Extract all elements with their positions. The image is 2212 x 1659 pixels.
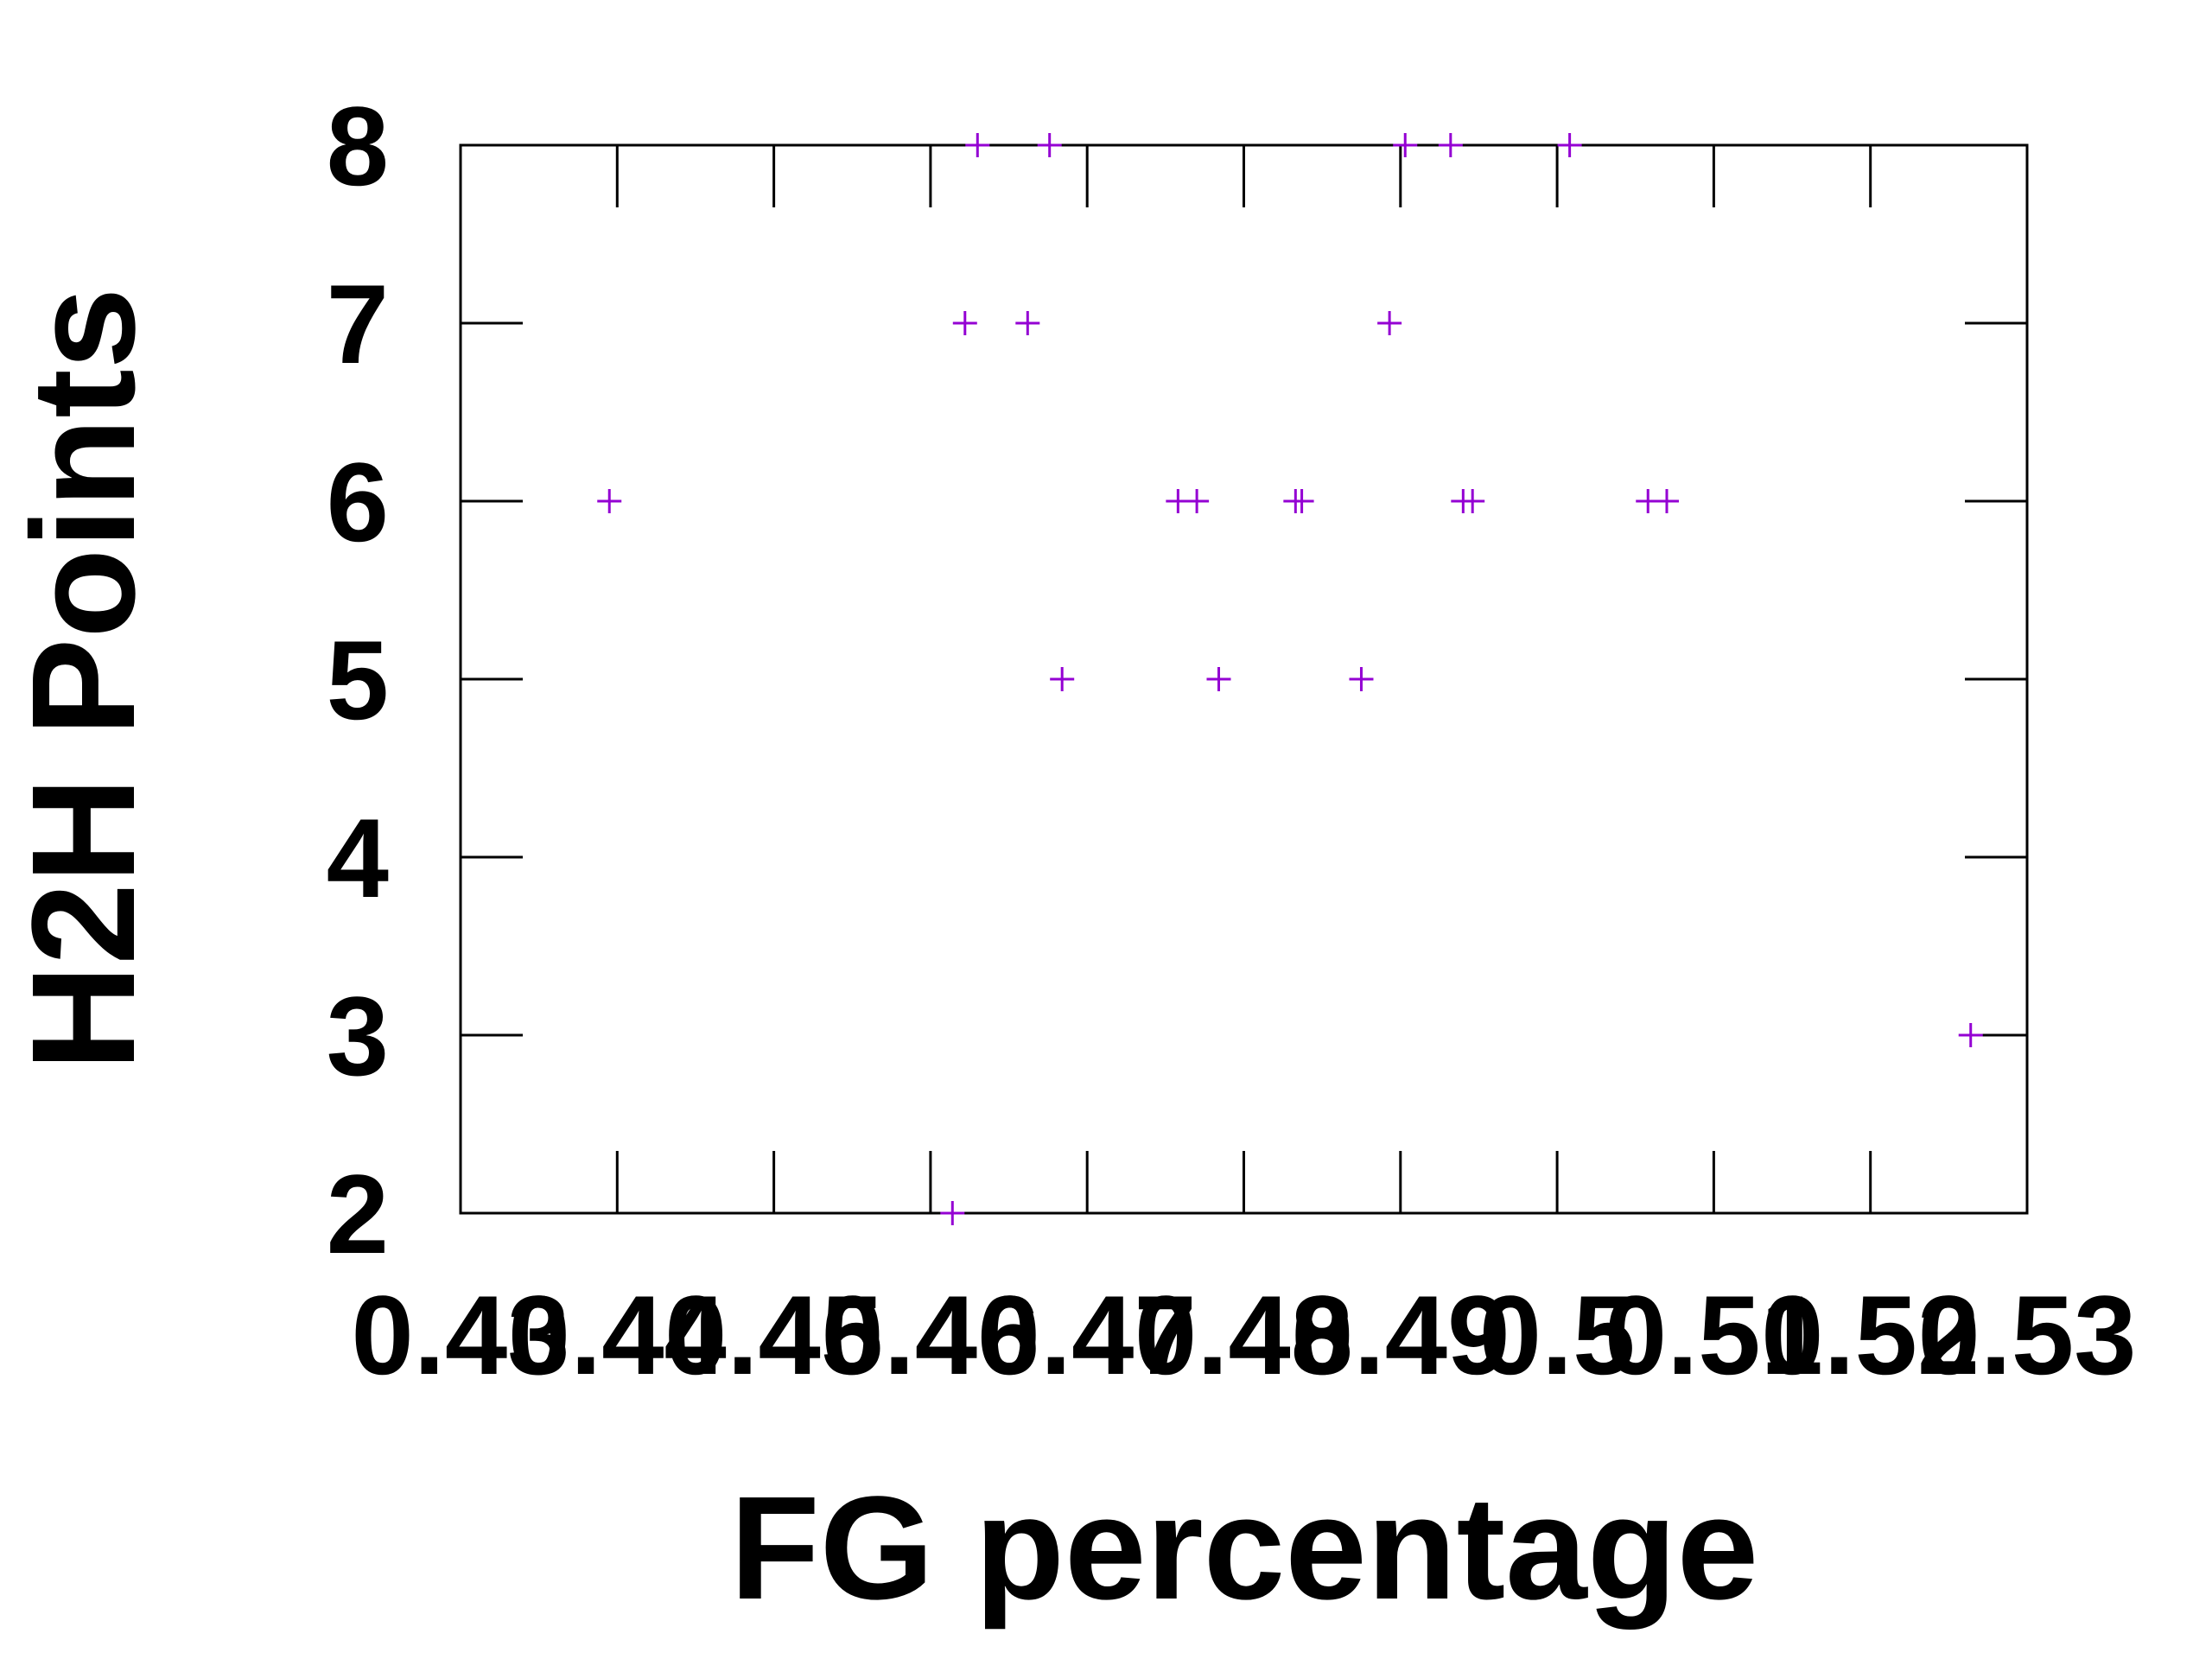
data-point — [965, 133, 990, 157]
data-point — [1393, 133, 1418, 157]
y-tick-label: 5 — [327, 617, 389, 743]
x-tick-label: 0.44 — [508, 1272, 727, 1398]
y-tick-labels: 2 3 4 5 6 7 8 — [327, 83, 389, 1277]
data-point — [1289, 489, 1314, 513]
x-tick-label: 0.5 — [1479, 1272, 1636, 1398]
x-tick-label: 0.51 — [1605, 1272, 1823, 1398]
data-point — [1958, 1023, 1983, 1047]
data-point — [1185, 489, 1210, 513]
data-point — [1655, 489, 1680, 513]
y-tick-label: 6 — [327, 439, 389, 565]
data-point — [940, 1201, 965, 1225]
y-tick-label: 2 — [327, 1151, 389, 1277]
data-point — [597, 489, 622, 513]
x-tick-label: 0.45 — [664, 1272, 883, 1398]
x-tick-label: 0.43 — [351, 1272, 569, 1398]
x-tick-label: 0.48 — [1135, 1272, 1353, 1398]
y-tick-label: 7 — [327, 261, 389, 387]
data-points — [597, 133, 1983, 1225]
x-axis-title: FG percentage — [730, 1466, 1758, 1630]
data-point — [1377, 311, 1402, 335]
data-point — [1349, 667, 1374, 691]
data-point — [1015, 311, 1040, 335]
data-point — [1557, 133, 1582, 157]
x-tick-label: 0.46 — [821, 1272, 1039, 1398]
y-tick-label: 3 — [327, 973, 389, 1099]
data-point — [952, 311, 977, 335]
x-tick-label: 0.52 — [1761, 1272, 1980, 1398]
data-point — [1037, 133, 1062, 157]
y-axis-title: H2H Points — [2, 288, 166, 1071]
x-tick-labels: 0.430.440.450.460.470.480.490.50.510.520… — [351, 1272, 2136, 1398]
data-point — [1050, 667, 1075, 691]
data-point — [1438, 133, 1463, 157]
x-tick-label: 0.47 — [978, 1272, 1197, 1398]
y-tick-label: 4 — [327, 795, 389, 921]
axis-ticks — [459, 143, 2029, 1215]
x-tick-label: 0.53 — [1917, 1272, 2136, 1398]
x-tick-label: 0.49 — [1291, 1272, 1510, 1398]
plot-frame — [459, 143, 2029, 1215]
data-point — [1206, 667, 1231, 691]
y-tick-label: 8 — [327, 83, 389, 209]
data-point — [1460, 489, 1485, 513]
